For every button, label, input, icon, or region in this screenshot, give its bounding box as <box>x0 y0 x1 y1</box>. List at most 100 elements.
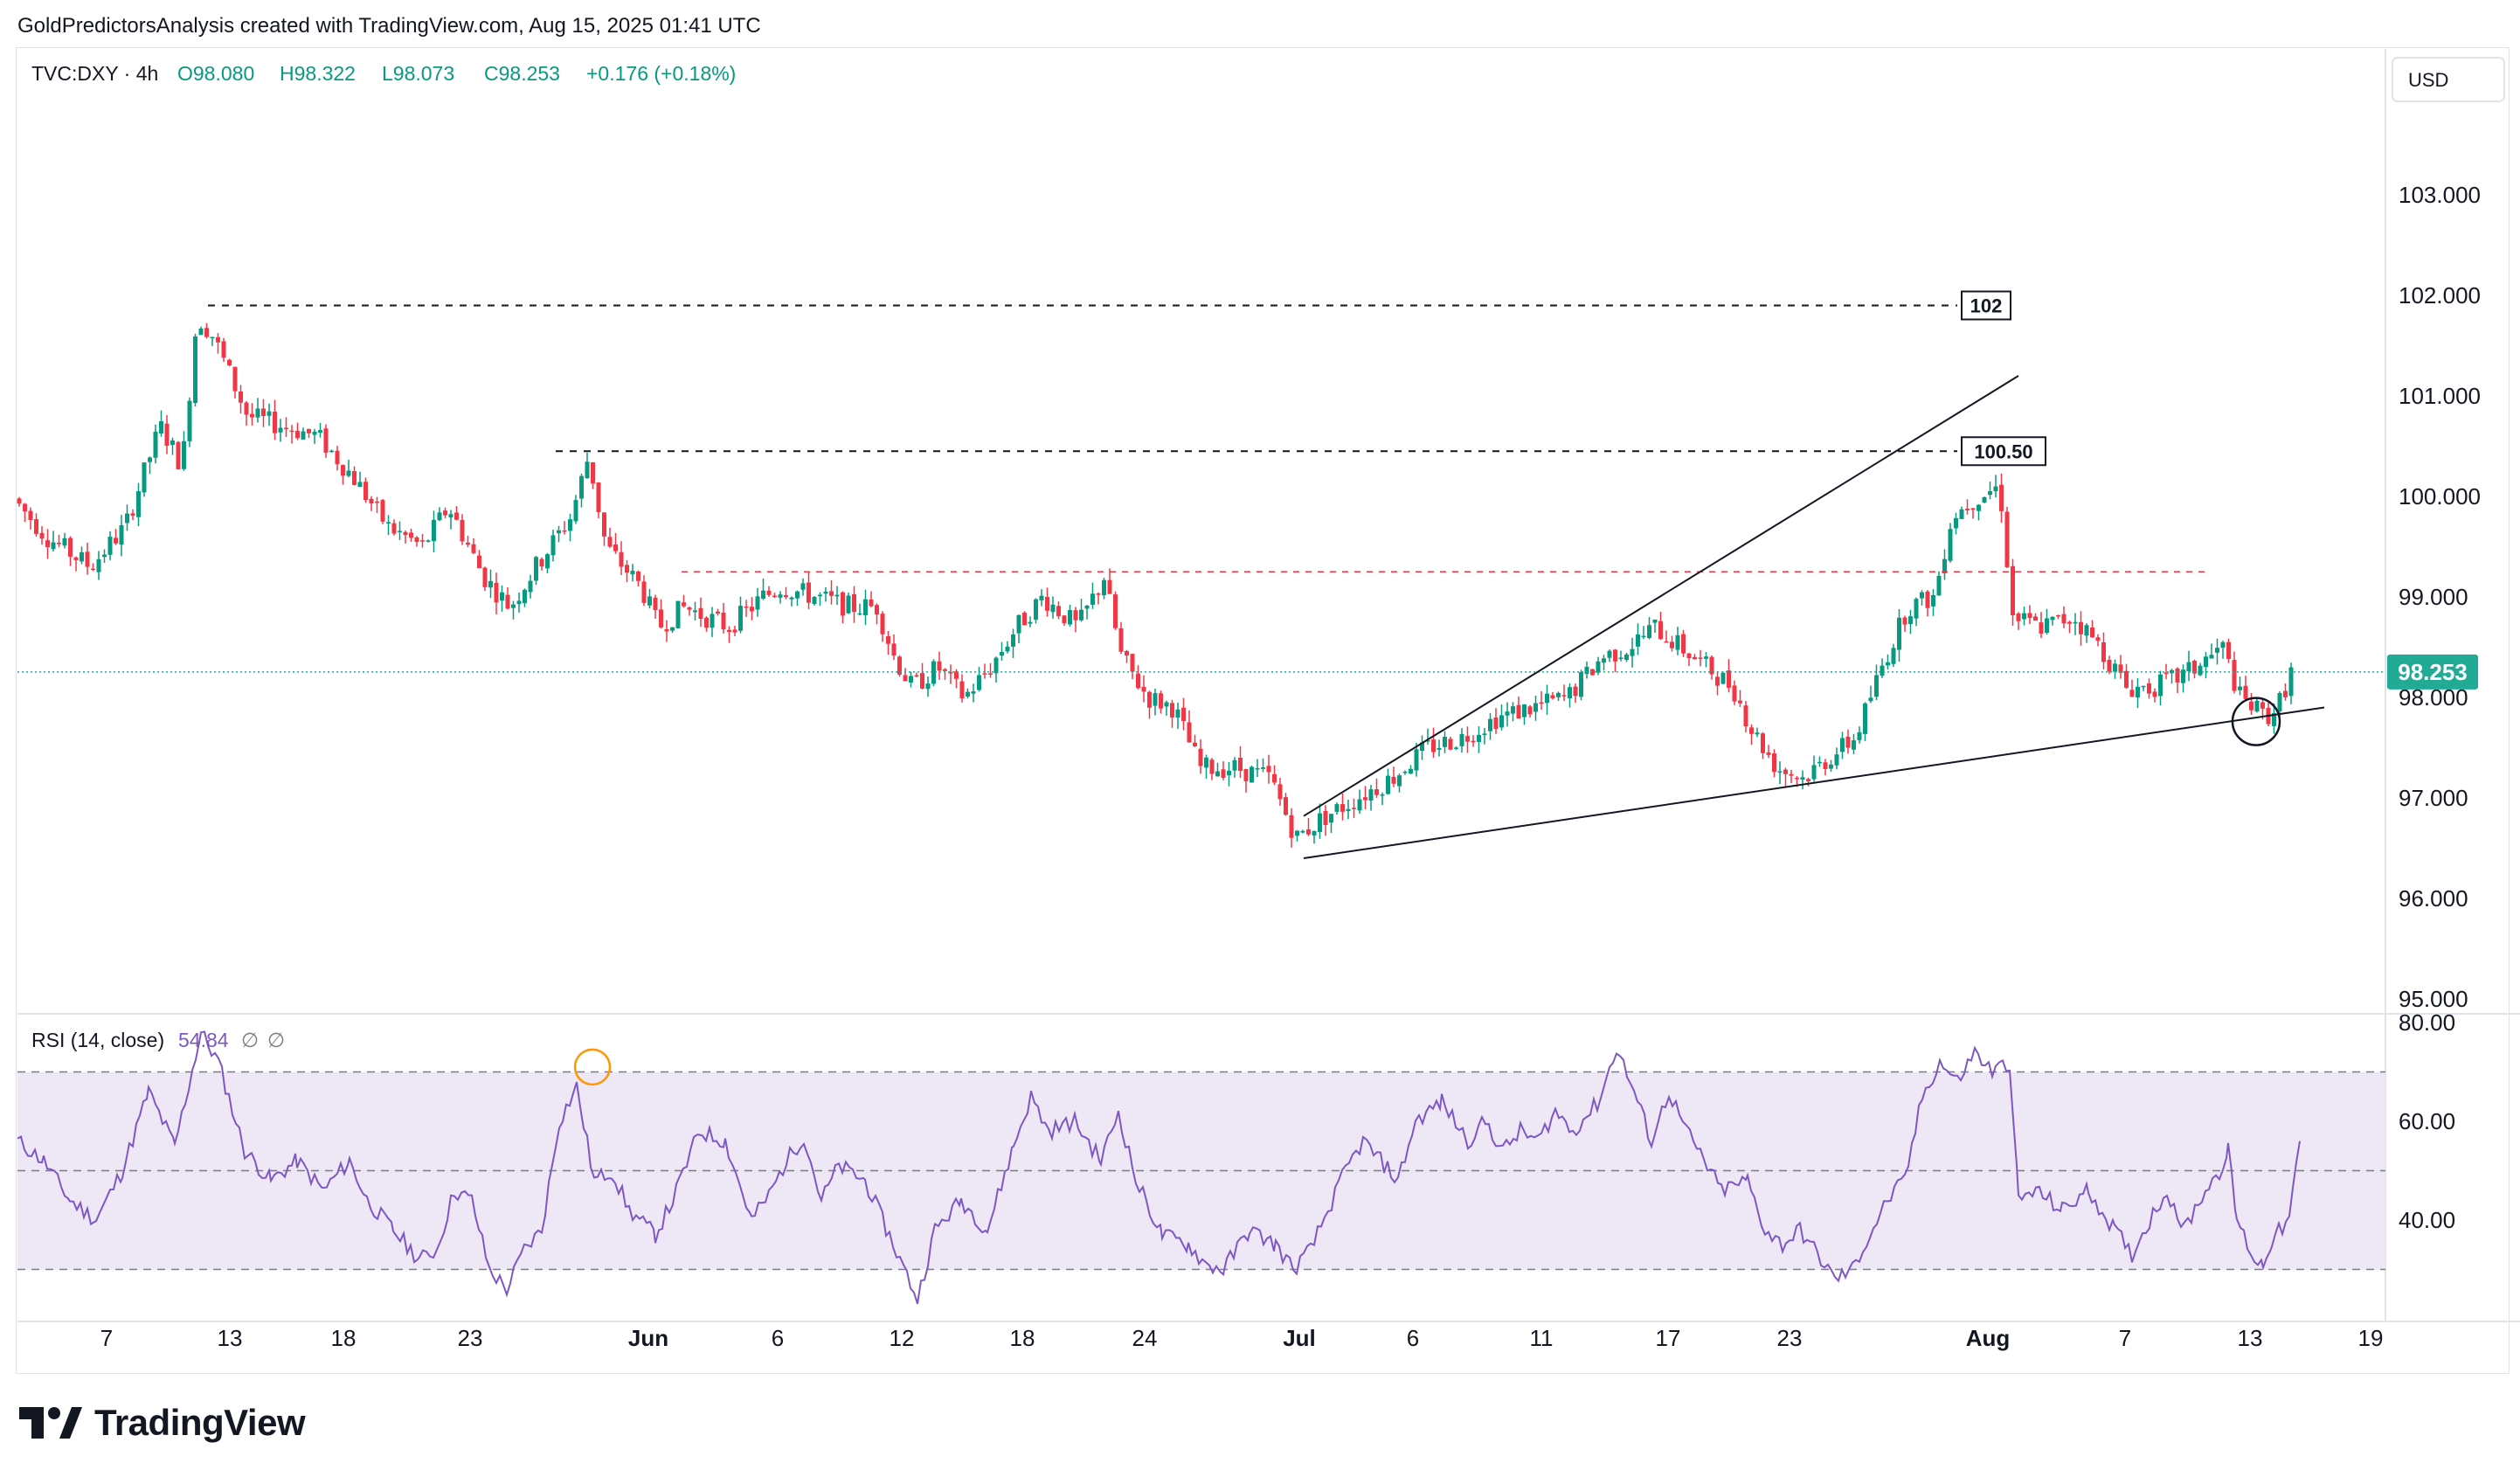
candle-body <box>1868 697 1873 702</box>
candle-body <box>1857 732 1862 740</box>
candle-body <box>80 551 84 562</box>
candle-body <box>420 540 425 542</box>
candle-body <box>1709 656 1714 675</box>
candle-body <box>1016 614 1021 634</box>
candle-body <box>73 557 79 560</box>
candle-body <box>1970 508 1976 510</box>
candle-body <box>1482 733 1487 735</box>
time-tick-label: 13 <box>2238 1325 2263 1351</box>
candle-body <box>1823 762 1828 769</box>
candle-body <box>959 681 965 699</box>
candle-body <box>1755 732 1760 735</box>
candle-body <box>39 532 45 539</box>
candle-body <box>789 597 794 600</box>
candle-body <box>1800 777 1805 780</box>
candle-body <box>2232 660 2237 691</box>
candle-body <box>1686 653 1692 659</box>
candle-body <box>573 500 578 522</box>
candle-body <box>295 430 300 439</box>
candle-body <box>2113 663 2117 672</box>
rising-support-trendline[interactable] <box>1303 706 2325 859</box>
candle-body <box>966 691 970 697</box>
candle-body <box>1175 709 1180 718</box>
candle-body <box>641 581 647 603</box>
candle-body <box>1772 753 1776 773</box>
candle-body <box>466 542 470 545</box>
breakout-highlight-circle[interactable] <box>2231 697 2281 746</box>
candle-body <box>727 629 731 632</box>
candle-body <box>341 465 345 476</box>
candle-body <box>1720 672 1726 684</box>
candle-body <box>1874 675 1879 697</box>
rsi-na-2: ∅ <box>267 1029 285 1051</box>
candle-body <box>886 635 890 644</box>
candle-body <box>2039 622 2044 634</box>
candle-body <box>579 475 584 499</box>
candle-body <box>1573 686 1578 697</box>
candle-body <box>698 607 703 619</box>
candle-body <box>829 591 834 596</box>
candle-body <box>437 512 442 521</box>
candle-body <box>545 554 550 569</box>
candle-body <box>841 592 845 616</box>
time-tick-label: 23 <box>1777 1325 1803 1351</box>
rsi-peak-highlight-circle[interactable] <box>573 1048 612 1086</box>
candle-body <box>2136 686 2140 698</box>
candle-body <box>613 544 618 551</box>
candle-body <box>1068 610 1072 625</box>
time-tick-label: 7 <box>2119 1325 2131 1351</box>
candle-body <box>1732 685 1737 702</box>
candle-body <box>869 599 874 607</box>
rsi-line <box>17 1030 2301 1305</box>
candle-body <box>948 672 953 674</box>
candle-body <box>1477 734 1481 742</box>
candle-body <box>875 605 879 615</box>
candle-body <box>2152 691 2157 697</box>
chart-canvas[interactable]: USD 103.000 102.000 101.000 100.000 99.000 98.… <box>0 0 2520 1398</box>
candle-body <box>505 594 510 609</box>
candle-body <box>1266 766 1271 773</box>
candle-body <box>1125 650 1129 656</box>
candle-body <box>1954 517 1958 529</box>
price-tick-label: 97.000 <box>2399 785 2468 811</box>
candle-body <box>732 629 737 633</box>
candle-body <box>432 519 436 542</box>
candle-body <box>880 614 885 634</box>
candle-body <box>153 431 158 458</box>
candle-body <box>250 413 254 418</box>
candle-body <box>34 519 38 534</box>
candle-body <box>2141 685 2146 688</box>
candle-body <box>1698 657 1703 659</box>
candle-body <box>1164 702 1169 707</box>
candle-body <box>102 554 107 558</box>
candle-body <box>1522 704 1527 718</box>
candle-body <box>170 440 175 446</box>
candle-body <box>1795 778 1799 780</box>
rising-channel-upper-trendline[interactable] <box>1303 375 2019 817</box>
level-100-50-label: 100.50 <box>1974 440 2032 462</box>
candle-body <box>403 531 408 536</box>
candle-body <box>1420 742 1424 751</box>
candle-body <box>1056 606 1061 616</box>
candle-body <box>1811 765 1817 780</box>
candle-body <box>710 614 715 628</box>
candle-body <box>1959 509 1964 519</box>
time-tick-label: 18 <box>331 1325 357 1351</box>
candle-body <box>909 676 913 683</box>
candle-body <box>1346 808 1351 812</box>
candle-body <box>1584 666 1589 675</box>
candle-body <box>744 607 749 608</box>
candle-body <box>1363 797 1367 801</box>
candle-body <box>176 441 181 469</box>
candle-body <box>1130 654 1135 672</box>
candle-body <box>307 428 311 433</box>
candle-body <box>1261 767 1265 769</box>
candle-body <box>23 503 27 512</box>
price-tick-label: 102.000 <box>2399 282 2481 309</box>
candle-body <box>1550 695 1555 698</box>
candle-body <box>1397 775 1402 787</box>
candle-body <box>114 537 118 544</box>
candle-body <box>2277 692 2282 711</box>
currency-button[interactable] <box>2392 57 2505 102</box>
candle-body <box>897 656 902 675</box>
